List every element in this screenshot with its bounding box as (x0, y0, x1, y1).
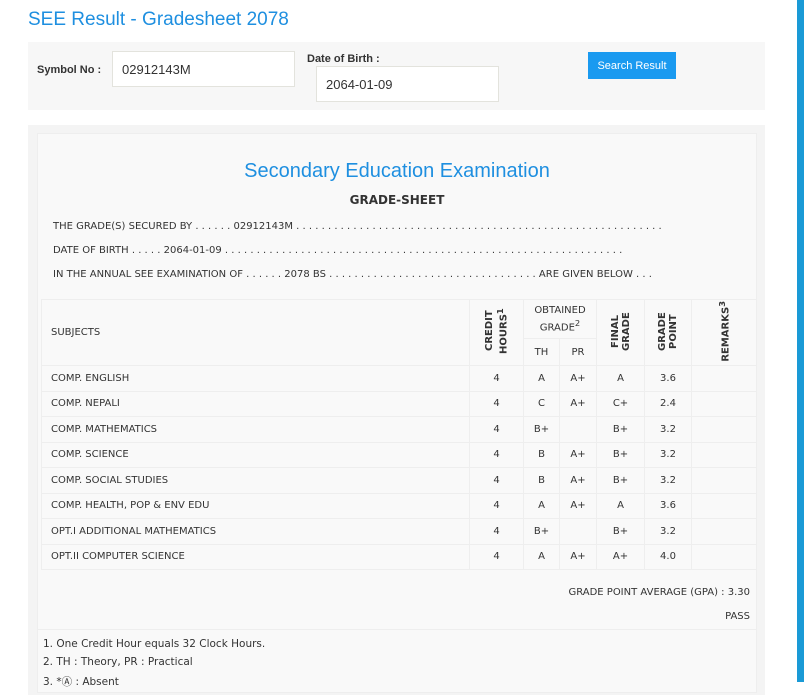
result-status: PASS (725, 611, 750, 622)
table-row: COMP. SCIENCE 4 B A+ B+ 3.2 (41, 441, 757, 468)
col-point: GRADE POINT (644, 299, 692, 366)
note-2: 2. TH : Theory, PR : Practical (43, 656, 193, 668)
note-1: 1. One Credit Hour equals 32 Clock Hours… (43, 638, 266, 650)
scrollbar-edge (797, 0, 804, 682)
cell-credit: 4 (469, 467, 524, 494)
cell-credit: 4 (469, 543, 524, 570)
cell-final-grade: A (596, 365, 645, 392)
exam-title: Secondary Education Examination (244, 160, 550, 182)
table-row: COMP. MATHEMATICS 4 B+ B+ 3.2 (41, 416, 757, 443)
table-row: COMP. HEALTH, POP & ENV EDU 4 A A+ A 3.6 (41, 492, 757, 519)
result-panel: Secondary Education Examination GRADE-SH… (28, 125, 765, 695)
col-credit: CREDIT HOURS1 (469, 299, 524, 366)
cell-remarks (691, 467, 757, 494)
cell-pr-grade: A+ (559, 441, 597, 468)
search-form: Symbol No : Date of Birth : Search Resul… (28, 42, 765, 110)
cell-grade-point: 3.6 (644, 365, 692, 392)
col-final: FINAL GRADE (596, 299, 645, 366)
dob-line: DATE OF BIRTH . . . . . 2064-01-09 . . .… (53, 245, 623, 256)
cell-credit: 4 (469, 416, 524, 443)
col-pr: PR (559, 338, 597, 366)
cell-grade-point: 4.0 (644, 543, 692, 570)
cell-subject: OPT.I ADDITIONAL MATHEMATICS (41, 518, 470, 545)
cell-remarks (691, 390, 757, 417)
cell-remarks (691, 441, 757, 468)
cell-grade-point: 3.6 (644, 492, 692, 519)
col-obtained: OBTAINED GRADE2 (523, 298, 597, 340)
table-row: OPT.I ADDITIONAL MATHEMATICS 4 B+ B+ 3.2 (41, 518, 757, 545)
cell-credit: 4 (469, 492, 524, 519)
cell-grade-point: 3.2 (644, 467, 692, 494)
cell-grade-point: 2.4 (644, 390, 692, 417)
cell-th-grade: A (523, 365, 560, 392)
cell-th-grade: B+ (523, 518, 560, 545)
col-th: TH (523, 338, 560, 366)
cell-pr-grade (559, 416, 597, 443)
table-row: COMP. NEPALI 4 C A+ C+ 2.4 (41, 390, 757, 417)
cell-final-grade: B+ (596, 416, 645, 443)
cell-th-grade: C (523, 390, 560, 417)
cell-pr-grade: A+ (559, 365, 597, 392)
gpa: GRADE POINT AVERAGE (GPA) : 3.30 (568, 587, 750, 598)
page-title: SEE Result - Gradesheet 2078 (28, 9, 289, 30)
cell-pr-grade: A+ (559, 492, 597, 519)
table-row: COMP. SOCIAL STUDIES 4 B A+ B+ 3.2 (41, 467, 757, 494)
cell-subject: COMP. MATHEMATICS (41, 416, 470, 443)
cell-pr-grade: A+ (559, 467, 597, 494)
cell-th-grade: A (523, 492, 560, 519)
cell-grade-point: 3.2 (644, 441, 692, 468)
cell-th-grade: B+ (523, 416, 560, 443)
cell-credit: 4 (469, 441, 524, 468)
cell-th-grade: B (523, 467, 560, 494)
cell-th-grade: B (523, 441, 560, 468)
secured-by-line: THE GRADE(S) SECURED BY . . . . . . 0291… (53, 221, 662, 232)
gradesheet-heading: GRADE-SHEET (349, 193, 445, 207)
exam-line: IN THE ANNUAL SEE EXAMINATION OF . . . .… (53, 269, 652, 280)
cell-final-grade: B+ (596, 441, 645, 468)
search-result-button[interactable]: Search Result (588, 52, 676, 79)
cell-remarks (691, 365, 757, 392)
cell-final-grade: B+ (596, 467, 645, 494)
dob-label: Date of Birth : (307, 53, 380, 65)
cell-th-grade: A (523, 543, 560, 570)
cell-pr-grade: A+ (559, 390, 597, 417)
cell-remarks (691, 543, 757, 570)
cell-remarks (691, 492, 757, 519)
cell-pr-grade: A+ (559, 543, 597, 570)
cell-subject: OPT.II COMPUTER SCIENCE (41, 543, 470, 570)
dob-input[interactable] (316, 66, 499, 102)
cell-remarks (691, 518, 757, 545)
cell-grade-point: 3.2 (644, 518, 692, 545)
cell-final-grade: C+ (596, 390, 645, 417)
cell-credit: 4 (469, 390, 524, 417)
table-row: OPT.II COMPUTER SCIENCE 4 A A+ A+ 4.0 (41, 543, 757, 570)
col-remarks: REMARKS3 (691, 299, 757, 366)
cell-subject: COMP. SOCIAL STUDIES (41, 467, 470, 494)
cell-subject: COMP. SCIENCE (41, 441, 470, 468)
cell-final-grade: A+ (596, 543, 645, 570)
cell-credit: 4 (469, 365, 524, 392)
symbol-label: Symbol No : (37, 64, 102, 76)
cell-subject: COMP. HEALTH, POP & ENV EDU (41, 492, 470, 519)
cell-pr-grade (559, 518, 597, 545)
gradesheet: Secondary Education Examination GRADE-SH… (37, 133, 757, 693)
cell-remarks (691, 416, 757, 443)
cell-final-grade: A (596, 492, 645, 519)
table-row: COMP. ENGLISH 4 A A+ A 3.6 (41, 365, 757, 392)
cell-final-grade: B+ (596, 518, 645, 545)
cell-grade-point: 3.2 (644, 416, 692, 443)
cell-subject: COMP. NEPALI (41, 390, 470, 417)
grade-table: SUBJECTS CREDIT HOURS1 OBTAINED GRADE2 F… (41, 298, 757, 570)
symbol-input[interactable] (112, 51, 295, 87)
cell-subject: COMP. ENGLISH (41, 365, 470, 392)
divider (38, 629, 756, 630)
col-subjects: SUBJECTS (41, 299, 470, 366)
cell-credit: 4 (469, 518, 524, 545)
